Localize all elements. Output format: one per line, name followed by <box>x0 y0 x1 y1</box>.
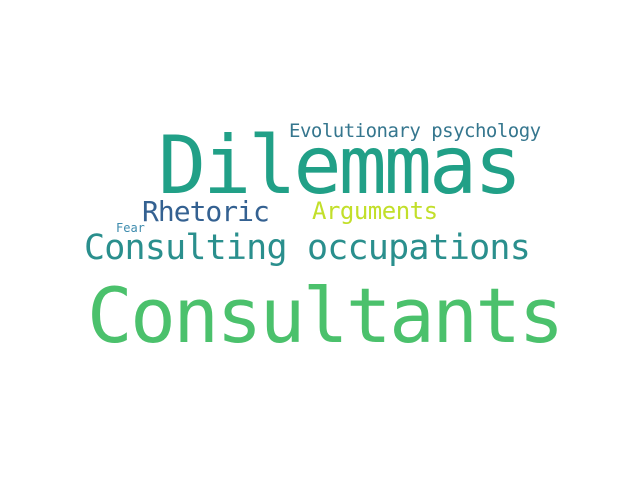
word-fear: Fear <box>116 221 145 235</box>
word-rhetoric: Rhetoric <box>142 195 270 228</box>
word-dilemmas: Dilemmas <box>158 119 522 212</box>
word-evolutionary-psychology: Evolutionary psychology <box>289 120 541 142</box>
word-consultants: Consultants <box>87 271 564 360</box>
word-arguments: Arguments <box>312 197 438 225</box>
word-consulting-occupations: Consulting occupations <box>84 228 531 268</box>
